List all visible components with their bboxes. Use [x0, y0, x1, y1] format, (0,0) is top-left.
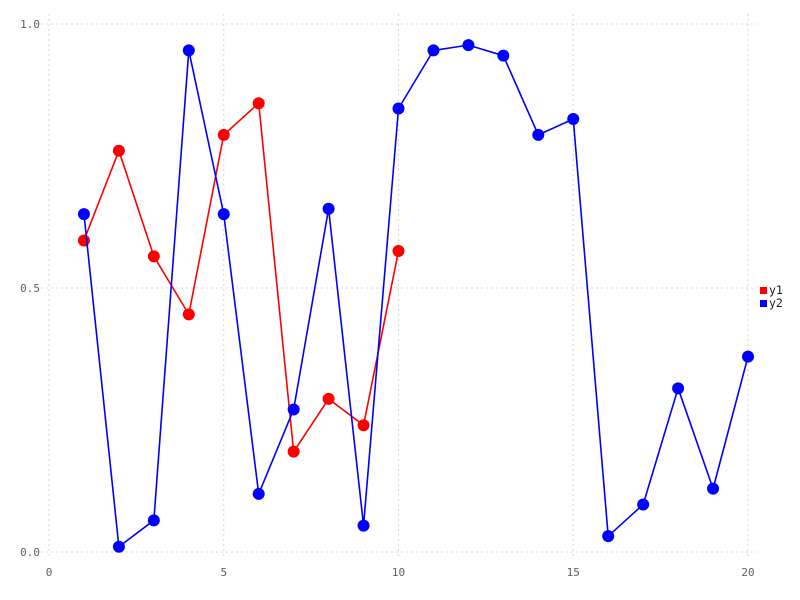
data-point-y2	[252, 487, 265, 500]
data-point-y2	[742, 350, 754, 363]
legend-swatch-y1	[760, 287, 767, 294]
data-point-y2	[602, 530, 615, 543]
data-point-y1	[392, 245, 405, 258]
data-point-y2	[532, 128, 545, 141]
data-point-y1	[112, 144, 125, 157]
data-point-y1	[357, 419, 370, 432]
series-y2	[77, 39, 754, 553]
legend-label-y2: y2	[769, 296, 783, 310]
data-point-y1	[77, 234, 90, 247]
data-point-y2	[672, 382, 685, 395]
data-point-y2	[147, 514, 160, 527]
data-point-y1	[182, 308, 195, 321]
legend-swatch-y2	[760, 300, 767, 307]
data-point-y2	[637, 498, 650, 511]
data-point-y2	[707, 482, 720, 495]
legend-label-y1: y1	[769, 283, 783, 297]
data-point-y2	[567, 113, 580, 126]
data-point-y1	[217, 128, 230, 141]
axis-tick-labels: 0 5 10 15 20 0.0 0.5 1.0	[20, 18, 755, 579]
data-point-y2	[77, 208, 90, 221]
y-tick-label: 0.5	[20, 282, 40, 295]
data-point-y2	[462, 39, 475, 52]
y-tick-label: 0.0	[20, 546, 40, 559]
series-y1-line	[83, 102, 400, 453]
x-tick-label: 20	[741, 566, 754, 579]
data-point-y2	[182, 44, 195, 57]
x-tick-label: 10	[392, 566, 405, 579]
data-point-y1	[252, 97, 265, 110]
data-point-y1	[322, 392, 335, 405]
data-point-y2	[357, 519, 370, 532]
data-point-y2	[287, 403, 300, 416]
x-tick-label: 15	[567, 566, 580, 579]
data-point-y2	[427, 44, 440, 57]
data-point-y2	[392, 102, 405, 115]
x-tick-label: 5	[220, 566, 227, 579]
data-point-y2	[322, 202, 335, 215]
gridlines	[41, 14, 757, 558]
series-y2-line	[83, 44, 749, 548]
y-tick-label: 1.0	[20, 18, 40, 31]
data-point-y2	[112, 540, 125, 553]
data-point-y2	[497, 49, 510, 62]
x-tick-label: 0	[46, 566, 53, 579]
data-point-y1	[287, 445, 300, 458]
data-point-y2	[217, 208, 230, 221]
data-point-y1	[147, 250, 160, 263]
